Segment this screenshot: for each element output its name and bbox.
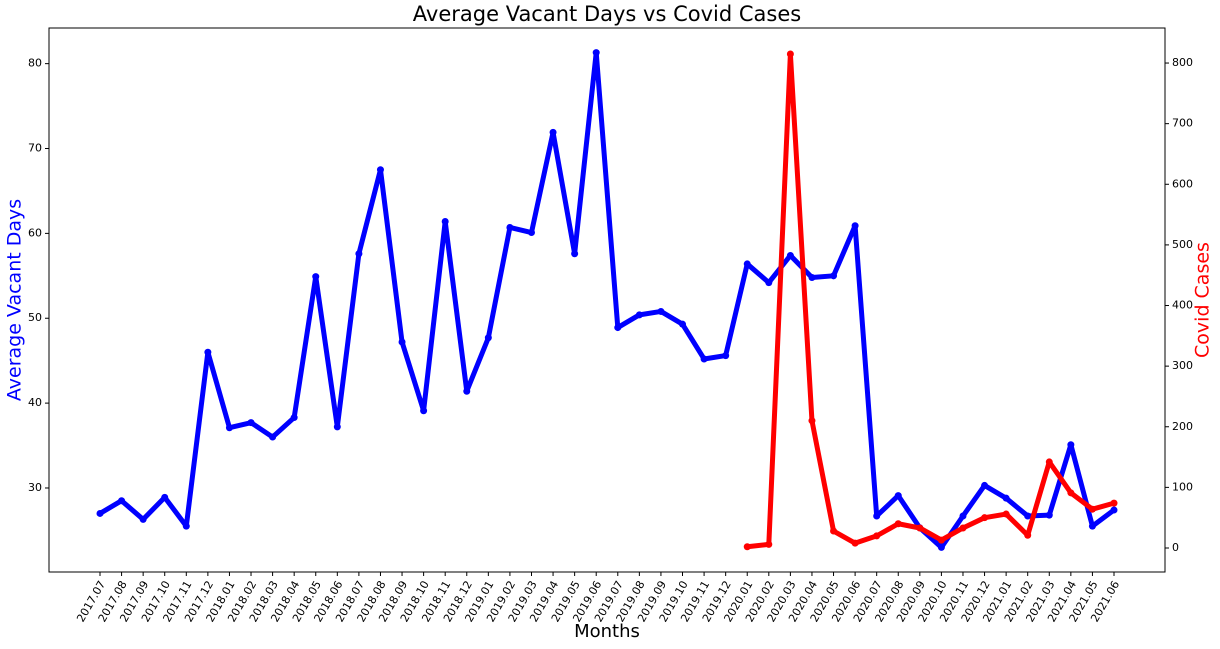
y-tick-label: 70 <box>28 142 42 155</box>
point <box>635 311 643 319</box>
point <box>679 320 687 328</box>
y2-tick-label: 700 <box>1172 117 1193 130</box>
y2-tick-label: 200 <box>1172 420 1193 433</box>
y-tick-label: 80 <box>28 57 42 70</box>
point <box>527 229 535 237</box>
point <box>1067 489 1075 497</box>
point <box>355 250 363 258</box>
point <box>1110 506 1118 514</box>
point <box>959 512 967 520</box>
point <box>484 334 492 342</box>
point <box>786 50 794 58</box>
point <box>1024 531 1032 539</box>
point <box>765 540 773 548</box>
point <box>225 424 233 432</box>
point <box>830 527 838 535</box>
point <box>549 128 557 136</box>
y-tick-label: 60 <box>28 226 42 239</box>
point <box>269 433 277 441</box>
y2-tick-label: 500 <box>1172 238 1193 251</box>
point <box>1002 510 1010 518</box>
y2-tick-label: 400 <box>1172 299 1193 312</box>
point <box>1088 505 1096 513</box>
point <box>981 514 989 522</box>
point <box>851 222 859 230</box>
point <box>441 217 449 225</box>
y2-axis-label: Covid Cases <box>1192 242 1214 358</box>
point <box>743 260 751 268</box>
point <box>1110 499 1118 507</box>
point <box>743 543 751 551</box>
point <box>873 512 881 520</box>
point <box>851 539 859 547</box>
point <box>1045 511 1053 519</box>
point <box>894 492 902 500</box>
point <box>463 387 471 395</box>
point <box>376 166 384 174</box>
series-line <box>98 50 1116 550</box>
point <box>614 324 622 332</box>
y-tick-label: 30 <box>28 481 42 494</box>
y-axis-label: Average Vacant Days <box>4 199 26 401</box>
point <box>571 250 579 258</box>
point <box>657 307 665 315</box>
point <box>765 279 773 287</box>
point <box>312 273 320 281</box>
point <box>786 251 794 259</box>
x-axis-label: Months <box>574 621 640 642</box>
point <box>981 481 989 489</box>
y2-tick-label: 800 <box>1172 56 1193 69</box>
point <box>247 419 255 427</box>
point <box>592 49 600 57</box>
point <box>161 493 169 501</box>
chart-title: Average Vacant Days vs Covid Cases <box>413 2 801 26</box>
point <box>333 423 341 431</box>
y2-tick-label: 0 <box>1172 541 1179 554</box>
point <box>182 522 190 530</box>
point <box>722 352 730 360</box>
point <box>1045 458 1053 466</box>
point <box>1088 522 1096 530</box>
point <box>139 515 147 523</box>
point <box>959 524 967 532</box>
point <box>1024 512 1032 520</box>
point <box>700 355 708 363</box>
point <box>937 543 945 551</box>
point <box>96 509 104 517</box>
point <box>506 223 514 231</box>
point <box>894 520 902 528</box>
point <box>204 348 212 356</box>
series-line <box>746 51 1115 550</box>
point <box>937 536 945 544</box>
point <box>1002 494 1010 502</box>
y2-tick-label: 100 <box>1172 480 1193 493</box>
point <box>808 417 816 425</box>
point <box>420 407 428 415</box>
point <box>916 524 924 532</box>
y2-tick-label: 600 <box>1172 177 1193 190</box>
point <box>1067 441 1075 449</box>
point <box>830 272 838 280</box>
y-tick-label: 50 <box>28 311 42 324</box>
point <box>808 274 816 282</box>
point <box>398 338 406 346</box>
y2-tick-label: 300 <box>1172 359 1193 372</box>
point <box>118 497 126 505</box>
point <box>290 414 298 422</box>
y-tick-label: 40 <box>28 396 42 409</box>
point <box>873 532 881 540</box>
plot-frame <box>48 27 1166 573</box>
